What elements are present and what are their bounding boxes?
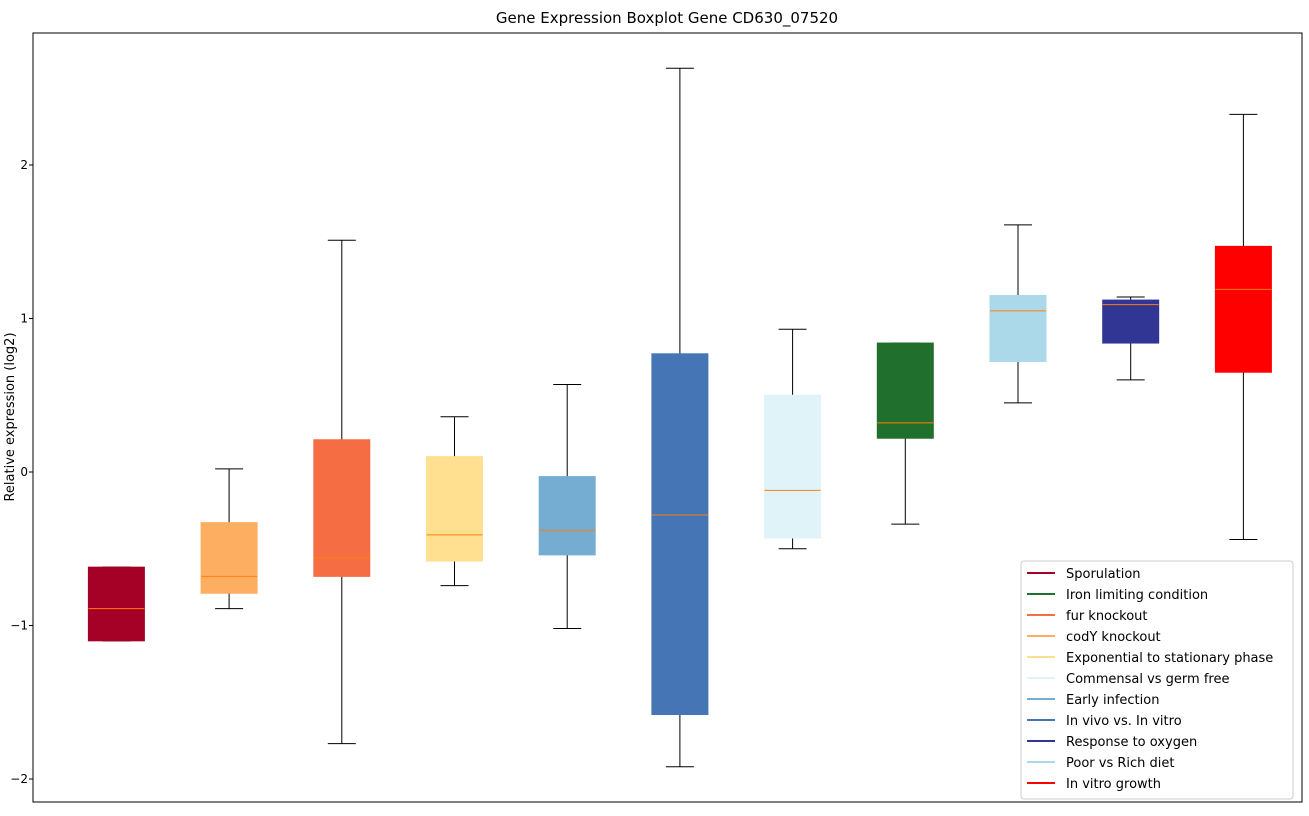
box-body (764, 394, 822, 539)
y-tick-label: −1 (10, 618, 28, 632)
box-10 (1102, 296, 1160, 381)
box-body (1102, 299, 1160, 344)
y-tick-label: 1 (20, 311, 28, 325)
y-axis-label: Relative expression (log2) (3, 332, 18, 501)
box-9 (989, 224, 1047, 404)
y-tick-label: 0 (20, 465, 28, 479)
chart-title: Gene Expression Boxplot Gene CD630_07520 (496, 9, 838, 28)
box-3 (313, 239, 371, 745)
legend-label: Exponential to stationary phase (1066, 651, 1273, 666)
legend-label: Response to oxygen (1066, 735, 1197, 750)
box-2 (200, 468, 258, 610)
box-5 (538, 383, 596, 630)
box-body (538, 476, 596, 556)
legend-box (1020, 560, 1294, 800)
legend-label: Early infection (1066, 693, 1159, 708)
box-body (87, 566, 145, 642)
legend-label: fur knockout (1066, 609, 1148, 624)
box-body (989, 294, 1047, 362)
legend-label: Sporulation (1066, 567, 1141, 582)
box-8 (876, 342, 934, 525)
box-4 (425, 416, 483, 587)
legend-label: codY knockout (1066, 630, 1161, 645)
box-11 (1214, 113, 1272, 541)
box-body (313, 439, 371, 577)
box-body (876, 342, 934, 439)
legend-label: Iron limiting condition (1066, 588, 1208, 603)
y-tick-label: 2 (20, 158, 28, 172)
box-body (651, 353, 709, 716)
box-body (425, 456, 483, 562)
box-6 (651, 67, 709, 768)
legend-label: Commensal vs germ free (1066, 672, 1229, 687)
box-7 (764, 328, 822, 550)
legend-label: In vitro growth (1066, 777, 1161, 792)
plot-frame (32, 32, 1303, 803)
legend-label: In vivo vs. In vitro (1066, 714, 1182, 729)
legend-label: Poor vs Rich diet (1066, 756, 1174, 771)
y-tick-label: −2 (10, 772, 28, 786)
box-1 (87, 566, 145, 642)
box-body (1214, 245, 1272, 373)
box-body (200, 522, 258, 594)
